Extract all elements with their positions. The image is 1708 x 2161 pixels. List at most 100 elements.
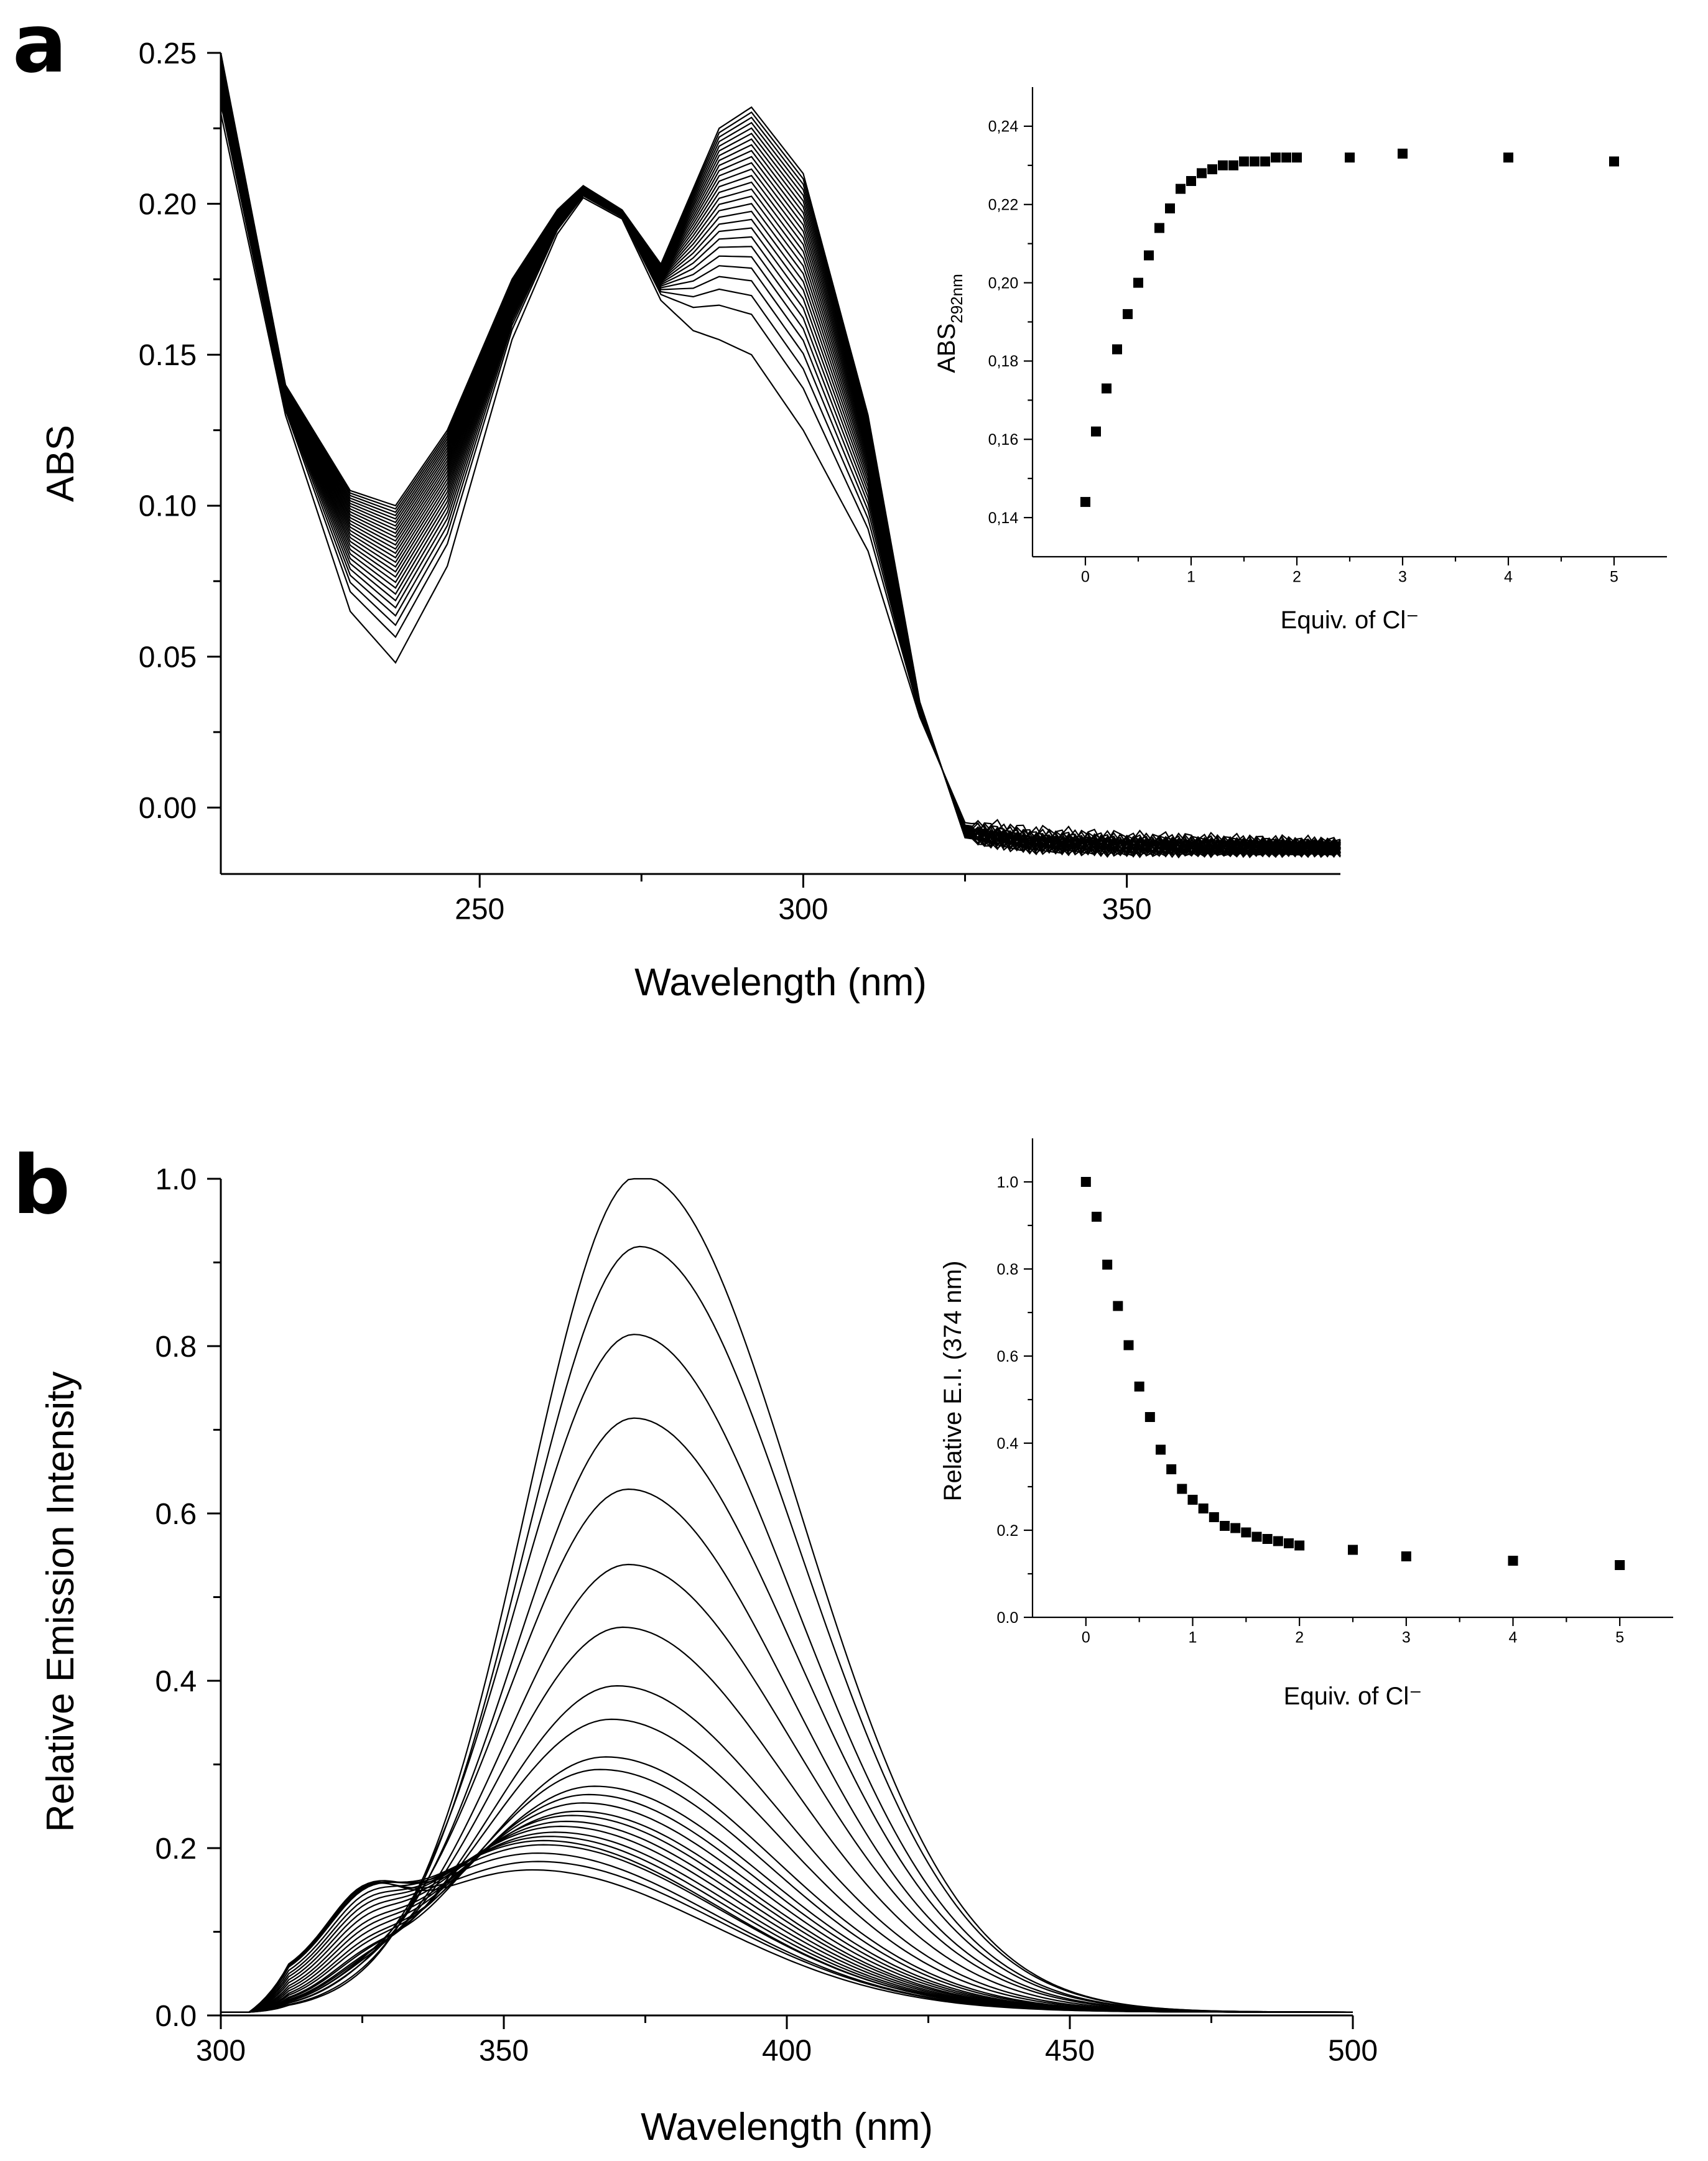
a-series-line <box>220 66 1341 857</box>
a-inset-point <box>1091 426 1101 437</box>
a-inset-point <box>1239 156 1249 167</box>
a-series-line <box>220 69 1341 857</box>
a-inset-y-tick-label: 0,24 <box>988 118 1019 136</box>
b-inset-point <box>1348 1545 1358 1555</box>
b-x-tick-label: 450 <box>1045 2034 1095 2067</box>
a-inset-point <box>1398 148 1408 159</box>
a-inset-point <box>1197 168 1207 179</box>
a-inset-point <box>1250 156 1260 167</box>
a-series-line <box>220 57 1341 858</box>
a-y-axis-title: ABS <box>39 425 82 502</box>
a-y-tick-label: 0.05 <box>139 641 197 674</box>
a-inset-x-axis-title: Equiv. of Cl⁻ <box>1281 606 1419 634</box>
a-x-tick-label: 300 <box>778 893 828 926</box>
b-inset-point <box>1102 1260 1113 1270</box>
b-inset-point <box>1156 1444 1166 1455</box>
a-inset-point <box>1176 184 1186 194</box>
a-inset-y-tick-label: 0,18 <box>988 353 1019 370</box>
b-series-line <box>221 1869 1353 2013</box>
a-inset-y-axis-title-main: ABS <box>933 323 960 373</box>
panel-letter-b: b <box>12 1138 70 1232</box>
b-inset-point <box>1187 1495 1198 1505</box>
b-inset-point <box>1284 1538 1294 1548</box>
b-inset-point <box>1220 1521 1230 1531</box>
b-inset-point <box>1092 1212 1102 1222</box>
b-x-tick-label: 400 <box>762 2034 812 2067</box>
a-inset-x-tick-label: 0 <box>1081 568 1090 585</box>
b-x-axis-title: Wavelength (nm) <box>641 2106 933 2149</box>
b-inset-x-tick-label: 3 <box>1402 1629 1411 1646</box>
b-inset-point <box>1209 1512 1219 1522</box>
b-inset-point <box>1113 1301 1123 1311</box>
b-x-tick-label: 500 <box>1328 2034 1378 2067</box>
b-x-tick-label: 300 <box>196 2034 246 2067</box>
a-series-line <box>220 52 1341 859</box>
b-inset-point <box>1251 1531 1262 1542</box>
b-inset-x-tick-label: 0 <box>1082 1629 1090 1646</box>
b-inset-y-axis-title: Relative E.I. (374 nm) <box>939 1261 967 1502</box>
a-inset-point <box>1154 223 1164 233</box>
b-inset-point <box>1508 1556 1518 1566</box>
b-inset-y-tick-label: 0.8 <box>996 1261 1018 1278</box>
a-inset-x-tick-label: 5 <box>1610 568 1618 585</box>
a-inset-point <box>1609 156 1619 167</box>
b-inset-x-tick-label: 5 <box>1615 1629 1624 1646</box>
a-inset-point <box>1102 383 1112 394</box>
a-series-line <box>220 91 1341 854</box>
b-y-axis-title: Relative Emission Intensity <box>39 1372 82 1833</box>
b-x-tick-label: 350 <box>479 2034 529 2067</box>
b-inset-y-tick-label: 0.4 <box>996 1435 1018 1452</box>
a-x-tick-label: 350 <box>1102 893 1152 926</box>
a-inset-point <box>1165 203 1175 214</box>
a-series-line <box>220 53 1341 858</box>
a-inset-point <box>1281 152 1291 163</box>
b-inset-point <box>1401 1551 1411 1561</box>
a-inset-point <box>1218 160 1228 170</box>
a-inset-y-axis-title-sub: 292nm <box>947 274 966 323</box>
a-inset-point <box>1186 176 1196 186</box>
a-inset-y-tick-label: 0,16 <box>988 431 1019 448</box>
b-inset-y-tick-label: 0.0 <box>996 1609 1018 1627</box>
a-inset-point <box>1345 152 1355 163</box>
b-inset-point <box>1262 1534 1273 1544</box>
a-inset-x-tick-label: 4 <box>1504 568 1513 585</box>
a-inset-y-axis-title: ABS292nm <box>933 274 966 373</box>
a-series-line <box>220 56 1341 858</box>
a-series-line <box>220 103 1341 853</box>
a-inset-point <box>1144 250 1154 261</box>
a-y-tick-label: 0.10 <box>139 490 197 523</box>
a-inset-point <box>1207 164 1217 175</box>
a-inset-point <box>1271 152 1281 163</box>
a-inset-point <box>1123 309 1133 319</box>
b-inset-point <box>1080 1177 1091 1187</box>
b-inset-point <box>1273 1536 1283 1546</box>
b-inset-point <box>1134 1382 1144 1392</box>
a-inset-point <box>1228 160 1238 170</box>
a-y-tick-label: 0.15 <box>139 339 197 372</box>
a-x-tick-label: 250 <box>455 893 504 926</box>
b-inset-y-tick-label: 1.0 <box>996 1174 1018 1191</box>
a-y-tick-label: 0.20 <box>139 188 197 221</box>
a-inset-x-tick-label: 3 <box>1398 568 1407 585</box>
a-x-axis-title: Wavelength (nm) <box>634 961 927 1004</box>
b-inset-point <box>1241 1527 1251 1538</box>
b-inset-point <box>1615 1560 1625 1570</box>
a-inset-point <box>1112 344 1122 355</box>
b-inset-y-tick-label: 0.2 <box>996 1522 1018 1540</box>
b-inset-point <box>1198 1503 1209 1513</box>
b-y-tick-label: 0.2 <box>155 1833 197 1866</box>
b-inset-x-axis-title: Equiv. of Cl⁻ <box>1284 1683 1423 1710</box>
b-inset-x-tick-label: 2 <box>1295 1629 1304 1646</box>
b-inset-point <box>1230 1523 1241 1533</box>
a-inset-y-tick-label: 0,20 <box>988 274 1019 292</box>
b-inset-y-tick-label: 0.6 <box>996 1348 1018 1365</box>
b-inset-point <box>1123 1340 1134 1350</box>
a-y-tick-label: 0.00 <box>139 792 197 825</box>
a-inset-y-tick-label: 0,22 <box>988 197 1019 214</box>
b-inset-point <box>1294 1540 1305 1551</box>
b-inset-point <box>1166 1464 1177 1474</box>
a-inset-point <box>1080 496 1090 507</box>
b-y-tick-label: 0.4 <box>155 1665 197 1698</box>
b-inset-point <box>1144 1412 1155 1422</box>
